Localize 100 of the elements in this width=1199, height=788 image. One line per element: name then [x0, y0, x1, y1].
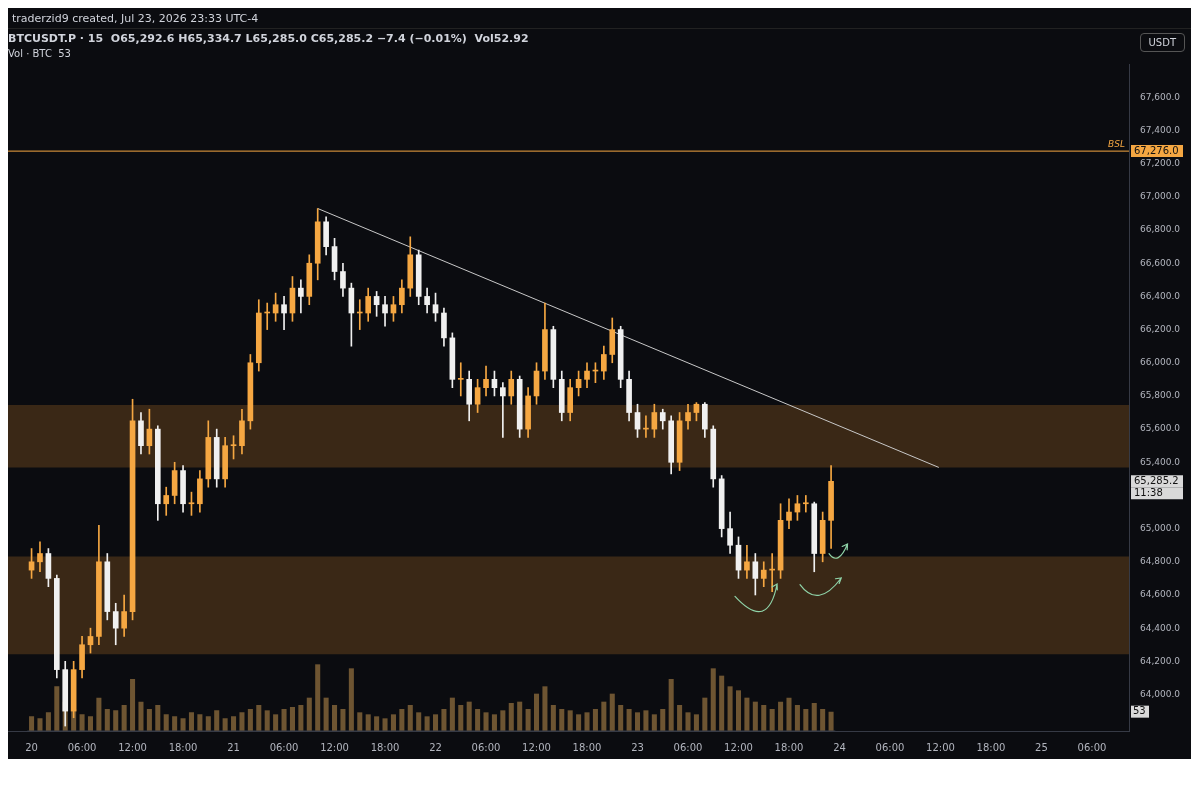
- bar: [96, 697, 102, 731]
- y-tick-label: 67,400.0: [1140, 124, 1181, 135]
- y-tick-label: 66,200.0: [1140, 323, 1181, 334]
- bar: [685, 712, 691, 731]
- bar: [37, 718, 43, 731]
- bar: [214, 710, 220, 731]
- bar: [710, 668, 716, 731]
- y-tick-label: 67,200.0: [1140, 158, 1181, 169]
- bar: [247, 709, 253, 731]
- bar: [306, 697, 312, 731]
- bar: [79, 714, 85, 731]
- chart-subtitle: Vol · BTC 53: [8, 47, 71, 59]
- x-tick-label: 06:00: [67, 741, 97, 753]
- bar: [264, 710, 270, 731]
- bar: [618, 705, 624, 731]
- bar: [584, 712, 590, 731]
- bar: [180, 718, 186, 731]
- bar: [735, 690, 742, 731]
- bar: [382, 718, 388, 731]
- bar: [626, 709, 632, 731]
- bar: [500, 710, 506, 731]
- bar: [374, 716, 380, 731]
- candlestick: [457, 362, 464, 397]
- bar: [458, 705, 464, 731]
- y-tick-label: 66,600.0: [1140, 257, 1181, 268]
- bar: [576, 714, 582, 731]
- bar: [651, 714, 657, 731]
- x-tick-label: 18:00: [572, 741, 602, 753]
- bar: [761, 705, 767, 731]
- candlestick: [500, 382, 506, 438]
- bar: [323, 697, 329, 731]
- x-tick-label: 24: [833, 741, 846, 753]
- bar: [550, 705, 556, 731]
- y-tick-label: 66,400.0: [1140, 290, 1181, 301]
- bar: [744, 697, 750, 731]
- y-tick-label: 67,000.0: [1140, 191, 1181, 202]
- bar: [483, 712, 489, 731]
- bar: [424, 716, 430, 731]
- bar: [542, 686, 548, 731]
- text: 65,285.2: [1134, 474, 1179, 486]
- bar: [609, 693, 615, 731]
- bar: [592, 709, 598, 731]
- bar: [752, 701, 758, 731]
- bar: [466, 701, 472, 731]
- bar: [660, 709, 666, 731]
- x-tick-label: 06:00: [269, 741, 299, 753]
- bar: [273, 714, 279, 731]
- y-tick-label: 66,000.0: [1140, 357, 1181, 368]
- text: 67,276.0: [1134, 144, 1179, 156]
- text: traderzid9 created, Jul 23, 2026 23:33 UTC-4: [12, 11, 259, 25]
- bar: [365, 714, 371, 731]
- x-tick-label: 12:00: [118, 741, 147, 753]
- y-tick-label: 64,800.0: [1140, 556, 1181, 567]
- bar: [416, 712, 422, 731]
- bar: [121, 705, 127, 731]
- bar: [449, 697, 455, 731]
- x-tick-label: 12:00: [320, 741, 349, 753]
- bar: [45, 712, 51, 731]
- bar: [231, 716, 237, 731]
- bar: [332, 705, 338, 731]
- bar: [348, 668, 354, 731]
- y-tick-label: 65,400.0: [1140, 456, 1181, 467]
- y-tick-label: 66,800.0: [1140, 224, 1181, 235]
- bar: [778, 701, 784, 731]
- bar: [357, 712, 363, 731]
- x-tick-label: 25: [1035, 741, 1048, 753]
- x-tick-label: 20: [25, 741, 38, 753]
- bar: [205, 716, 211, 731]
- x-tick-label: 06:00: [875, 741, 905, 753]
- bar: [390, 714, 396, 731]
- bar: [803, 709, 809, 731]
- bar: [441, 709, 447, 731]
- bar: [559, 709, 565, 731]
- text: 53: [1133, 705, 1146, 717]
- bar: [517, 701, 523, 731]
- candlestick: [803, 495, 809, 513]
- x-tick-label: 12:00: [522, 741, 551, 753]
- x-tick-label: 18:00: [370, 741, 400, 753]
- bar: [769, 709, 775, 731]
- bar: [155, 705, 161, 731]
- x-tick-label: 12:00: [926, 741, 955, 753]
- bar: [693, 714, 699, 731]
- bar: [163, 714, 169, 731]
- y-tick-label: 64,000.0: [1140, 688, 1181, 699]
- bar: [475, 709, 481, 731]
- y-tick-label: 65,000.0: [1140, 522, 1181, 533]
- y-tick-label: 64,400.0: [1140, 622, 1181, 633]
- x-tick-label: 06:00: [673, 741, 703, 753]
- bar: [222, 718, 228, 731]
- bar: [256, 705, 262, 731]
- x-tick-label: 12:00: [724, 741, 753, 753]
- bar: [643, 710, 649, 731]
- bar: [281, 709, 287, 731]
- bar: [289, 707, 295, 731]
- bar: [719, 675, 725, 731]
- bar: [315, 664, 321, 731]
- bar: [188, 712, 194, 731]
- bar: [634, 712, 641, 731]
- bar: [727, 686, 733, 731]
- bar: [794, 705, 800, 731]
